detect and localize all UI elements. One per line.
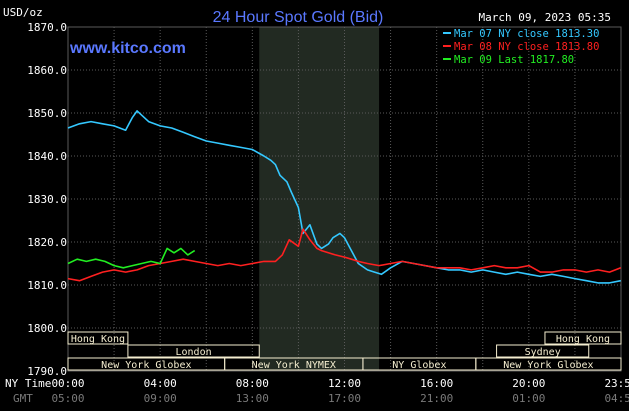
date-stamp[interactable]: March 09, 2023 05:35 <box>479 11 611 24</box>
grid-lines <box>67 26 622 372</box>
y-tick-label: 1820.0 <box>27 236 67 249</box>
chart-title: 24 Hour Spot Gold (Bid) <box>213 9 384 26</box>
x-tick-label-ny: 00:00 <box>51 377 84 390</box>
y-axis-units: USD/oz <box>3 6 43 19</box>
series-line-1 <box>67 110 621 284</box>
legend-entry: Mar 09 Last 1817.80 <box>454 54 574 66</box>
series-line-2 <box>67 228 622 282</box>
nymex-shaded-region <box>259 27 380 371</box>
y-tick-label: 1800.0 <box>27 322 67 335</box>
legend-entry: Mar 08 NY close 1813.80 <box>454 41 599 53</box>
y-tick-label: 1830.0 <box>27 193 67 206</box>
session-label: NY Globex <box>392 360 446 371</box>
session-label: New York NYMEX <box>252 360 336 371</box>
session-label: Hong Kong <box>71 334 125 345</box>
session-label: London <box>176 347 212 358</box>
session-label: Sydney <box>525 347 561 358</box>
x-tick-label-gmt: 05:00 <box>51 392 84 405</box>
x-tick-label-gmt: 04:59 <box>604 392 629 405</box>
series-lines <box>67 110 622 284</box>
y-tick-label: 1850.0 <box>27 107 67 120</box>
x-tick-label-gmt: 21:00 <box>420 392 453 405</box>
y-tick-label: 1810.0 <box>27 279 67 292</box>
plot-frame <box>67 26 622 372</box>
x-axis-label-ny-time: NY Time <box>5 377 51 390</box>
x-tick-label-ny: 23:59 <box>604 377 629 390</box>
x-tick-label-ny: 12:00 <box>328 377 361 390</box>
x-tick-label-ny: 04:00 <box>144 377 177 390</box>
y-tick-label: 1870.0 <box>27 21 67 34</box>
session-label: New York Globex <box>503 360 593 371</box>
session-box <box>496 344 590 358</box>
x-tick-label-ny: 16:00 <box>420 377 453 390</box>
session-box <box>544 331 622 345</box>
session-box <box>475 357 622 371</box>
y-axis-ticks: 1790.0 1800.0 1810.0 1820.0 1830.0 1840.0 1850… <box>27 21 67 378</box>
x-tick-label-gmt: 01:00 <box>512 392 545 405</box>
legend-entry: Mar 07 NY close 1813.30 <box>454 28 599 40</box>
y-tick-label: 1860.0 <box>27 64 67 77</box>
x-tick-label-gmt: 17:00 <box>328 392 361 405</box>
y-tick-label: 1840.0 <box>27 150 67 163</box>
x-tick-label-ny: 08:00 <box>236 377 269 390</box>
x-tick-label-gmt: 13:00 <box>236 392 269 405</box>
series-line-3 <box>67 247 196 269</box>
y-tick-label: 1790.0 <box>27 365 67 378</box>
x-axis-label-gmt: GMT <box>13 392 33 405</box>
x-tick-label-ny: 20:00 <box>512 377 545 390</box>
market-sessions: Hong Kong London New York Globex New York N… <box>67 331 622 371</box>
brand-watermark[interactable]: www.kitco.com <box>69 40 186 57</box>
session-label: Hong Kong <box>556 334 610 345</box>
session-box <box>127 344 260 358</box>
session-label: New York Globex <box>101 360 191 371</box>
x-axis-ticks: 00:00 05:00 04:00 09:00 08:00 13:00 12:00 17:00… <box>51 377 629 405</box>
x-tick-label-gmt: 09:00 <box>144 392 177 405</box>
session-box <box>67 331 129 345</box>
